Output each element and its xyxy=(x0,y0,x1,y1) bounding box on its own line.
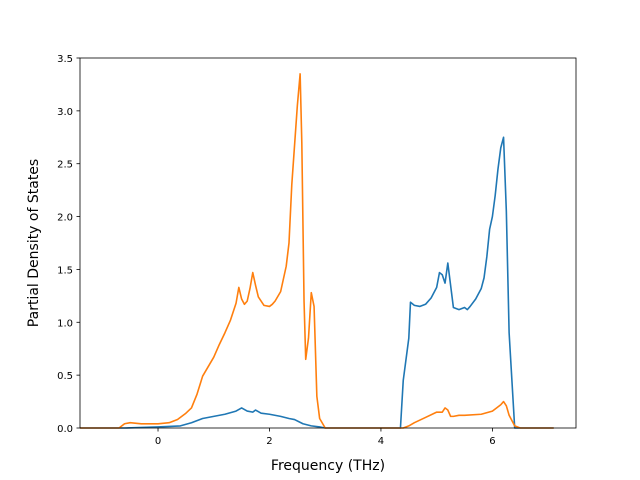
y-axis-title: Partial Density of States xyxy=(26,159,42,327)
y-tick-label: 0.0 xyxy=(57,424,73,435)
x-axis-title: Frequency (THz) xyxy=(271,458,385,474)
y-tick-label: 3.5 xyxy=(57,54,73,65)
y-tick-label: 1.0 xyxy=(57,318,73,329)
series-line-1 xyxy=(80,136,554,429)
x-tick-label: 6 xyxy=(489,436,495,447)
x-tick-label: 2 xyxy=(266,436,272,447)
plot-lines xyxy=(80,73,554,429)
y-axis-ticks: 0.0 0.5 1.0 1.5 2.0 2.5 3.0 3.5 xyxy=(57,54,80,435)
x-axis-ticks: 0 2 4 6 xyxy=(155,428,496,447)
y-tick-label: 0.5 xyxy=(57,371,73,382)
x-tick-label: 0 xyxy=(155,436,161,447)
y-tick-label: 2.0 xyxy=(57,213,73,224)
y-tick-label: 2.5 xyxy=(57,160,73,171)
axes-frame xyxy=(79,57,577,429)
x-tick-label: 4 xyxy=(378,436,384,447)
y-tick-label: 1.5 xyxy=(57,265,73,276)
y-tick-label: 3.0 xyxy=(57,107,73,118)
series-line-2 xyxy=(80,73,554,429)
